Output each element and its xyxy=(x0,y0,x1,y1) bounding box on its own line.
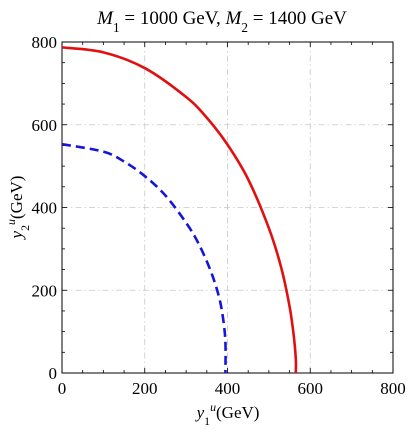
x-tick-label: 0 xyxy=(58,379,67,398)
y-tick-label: 400 xyxy=(32,199,58,218)
x-axis-label: y1u(GeV) xyxy=(195,400,260,428)
x-tick-label: 800 xyxy=(380,379,406,398)
y-tick-label: 800 xyxy=(32,33,58,52)
y-tick-label: 0 xyxy=(49,364,58,383)
y-tick-label: 600 xyxy=(32,116,58,135)
x-tick-label: 200 xyxy=(132,379,158,398)
series-line-solid xyxy=(61,46,298,374)
y-tick-label: 200 xyxy=(32,281,58,300)
grid xyxy=(62,42,393,373)
ticks: 0 200 400 600 800 0 200 400 600 800 xyxy=(32,33,406,398)
series-line-dashed xyxy=(61,142,227,374)
series-lines xyxy=(61,46,298,374)
y-axis-label: y2u(GeV) xyxy=(4,176,32,241)
x-tick-label: 600 xyxy=(298,379,324,398)
x-tick-label: 400 xyxy=(215,379,241,398)
chart-title: M1 = 1000 GeV, M2 = 1400 GeV xyxy=(96,8,347,35)
